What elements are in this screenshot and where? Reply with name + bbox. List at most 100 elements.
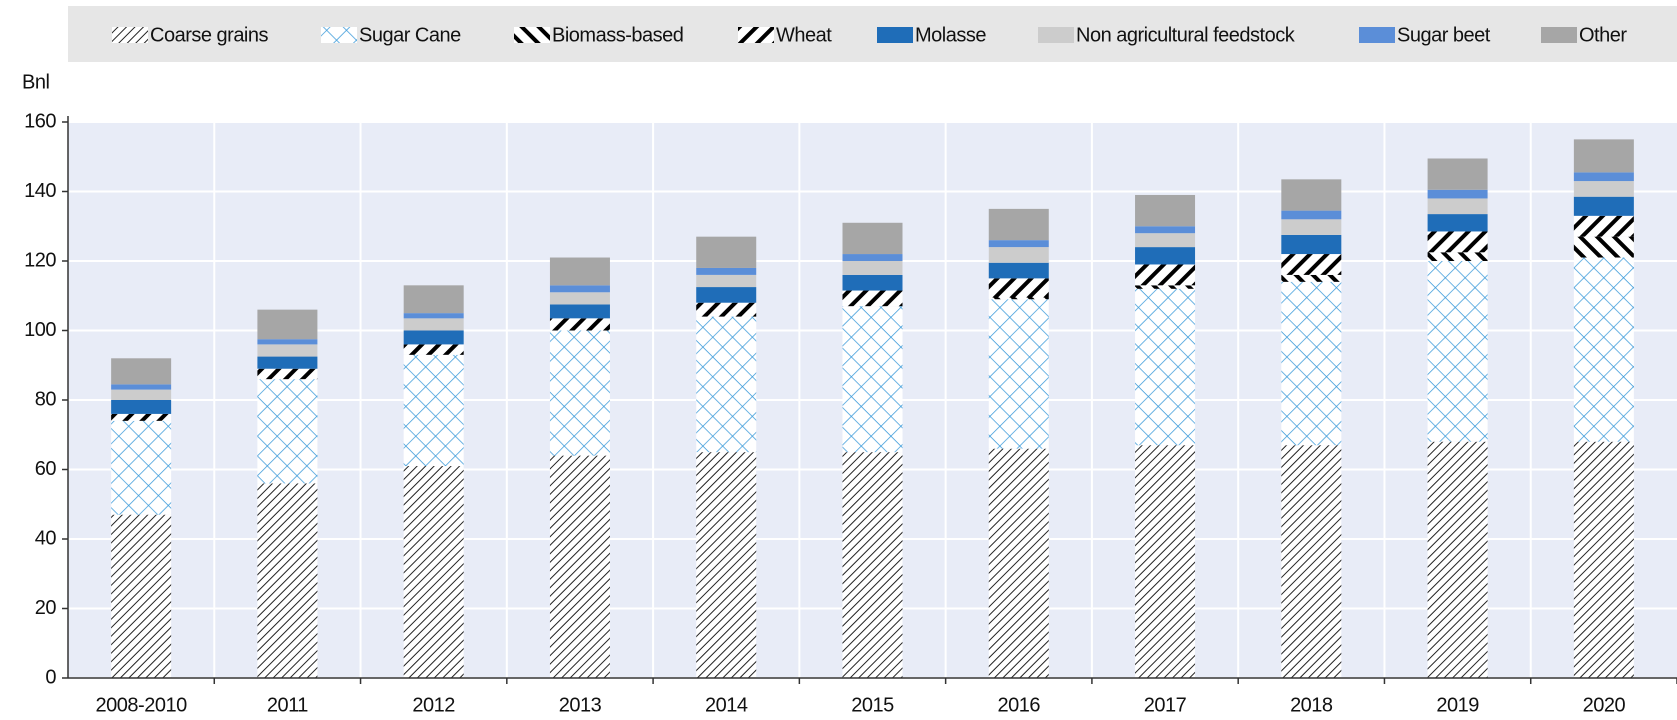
bar-segment — [988, 262, 1049, 279]
bar-segment — [257, 344, 318, 357]
bar-segment — [1281, 234, 1342, 255]
bar-segment — [1573, 257, 1634, 442]
y-tick-label: 160 — [24, 110, 56, 132]
bar-segment — [403, 354, 464, 467]
bar-segment — [111, 389, 172, 400]
bar-segment — [1281, 274, 1342, 282]
legend-swatch — [321, 27, 357, 43]
legend-label: Sugar beet — [1397, 24, 1491, 46]
bar-segment — [111, 358, 172, 385]
bar-segment — [842, 452, 903, 678]
bar-segment — [1427, 198, 1488, 215]
bar-segment — [842, 261, 903, 275]
y-tick-label: 100 — [24, 319, 56, 341]
bar-segment — [988, 208, 1049, 241]
bar-segment — [988, 299, 1049, 449]
bar-segment — [988, 297, 1049, 300]
bar-segment — [1135, 285, 1196, 289]
bar-segment — [988, 240, 1049, 248]
y-tick-label: 60 — [35, 458, 57, 480]
bar-segment — [1573, 441, 1634, 678]
bar-segment — [403, 313, 464, 319]
bar-segment — [696, 316, 757, 453]
legend-label: Non agricultural feedstock — [1076, 24, 1296, 46]
bar-segment — [111, 413, 172, 421]
bar-segment — [1135, 194, 1196, 227]
x-tick-label: 2011 — [267, 694, 308, 716]
legend-swatch — [877, 27, 913, 43]
bar-segment — [842, 254, 903, 261]
bar-segment — [257, 368, 318, 380]
bar-segment — [257, 379, 318, 484]
legend-swatch — [1359, 27, 1395, 43]
bar-segment — [403, 330, 464, 345]
bar-segment — [1573, 181, 1634, 197]
x-tick-label: 2008-2010 — [96, 694, 188, 716]
bar-segment — [1573, 139, 1634, 173]
legend-label: Coarse grains — [150, 24, 269, 46]
x-tick-label: 2013 — [559, 694, 602, 716]
legend-swatch — [112, 27, 148, 43]
bar-segment — [549, 285, 610, 293]
bar-segment — [549, 257, 610, 286]
bar-segment — [1427, 214, 1488, 232]
x-tick-label: 2017 — [1144, 694, 1187, 716]
bar-segment — [988, 247, 1049, 263]
bar-segment — [1427, 252, 1488, 261]
bar-segment — [696, 302, 757, 317]
x-tick-label: 2015 — [851, 694, 894, 716]
legend-swatch — [1038, 27, 1074, 43]
bar-segment — [1427, 158, 1488, 190]
y-tick-label: 40 — [35, 527, 57, 549]
bar-segment — [1135, 445, 1196, 678]
bar-segment — [1281, 210, 1342, 220]
bar-segment — [403, 466, 464, 678]
bar-segment — [257, 309, 318, 340]
bar-segment — [111, 400, 172, 414]
bar-segment — [403, 318, 464, 331]
legend-label: Molasse — [915, 24, 986, 46]
y-tick-label: 20 — [35, 597, 57, 619]
bar-segment — [257, 339, 318, 345]
bar-segment — [549, 304, 610, 319]
bar-segment — [842, 306, 903, 453]
bar-segment — [549, 330, 610, 456]
bar-segment — [988, 278, 1049, 298]
x-tick-label: 2019 — [1436, 694, 1479, 716]
x-tick-label: 2018 — [1290, 694, 1333, 716]
bar-segment — [1573, 236, 1634, 258]
x-tick-label: 2020 — [1583, 694, 1626, 716]
bar-segment — [111, 384, 172, 390]
bar-segment — [842, 290, 903, 307]
bar-segment — [1135, 264, 1196, 286]
bar-segment — [403, 344, 464, 355]
bar-segment — [1281, 281, 1342, 446]
bar-segment — [696, 236, 757, 268]
y-tick-label: 120 — [24, 249, 56, 271]
bar-segment — [988, 448, 1049, 678]
bar-segment — [257, 483, 318, 678]
bar-segment — [1573, 196, 1634, 216]
bar-segment — [1281, 254, 1342, 275]
bar-segment — [1427, 231, 1488, 253]
legend-label: Wheat — [776, 24, 832, 46]
y-tick-label: 80 — [35, 388, 57, 410]
bar-segment — [549, 455, 610, 678]
bar-segment — [1573, 215, 1634, 237]
bar-segment — [1427, 261, 1488, 442]
bar-segment — [1135, 288, 1196, 446]
bar-segment — [696, 274, 757, 288]
y-tick-label: 0 — [45, 666, 56, 688]
bar-segment — [696, 267, 757, 275]
bar-segment — [1281, 445, 1342, 678]
bar-segment — [549, 318, 610, 331]
bar-segment — [1573, 172, 1634, 182]
x-tick-label: 2014 — [705, 694, 748, 716]
bar-segment — [696, 452, 757, 678]
bar-segment — [1135, 247, 1196, 265]
bar-segment — [549, 292, 610, 305]
legend-label: Sugar Cane — [359, 24, 461, 46]
bar-segment — [1135, 226, 1196, 234]
bar-segment — [1427, 189, 1488, 199]
y-axis-label: Bnl — [22, 71, 49, 93]
